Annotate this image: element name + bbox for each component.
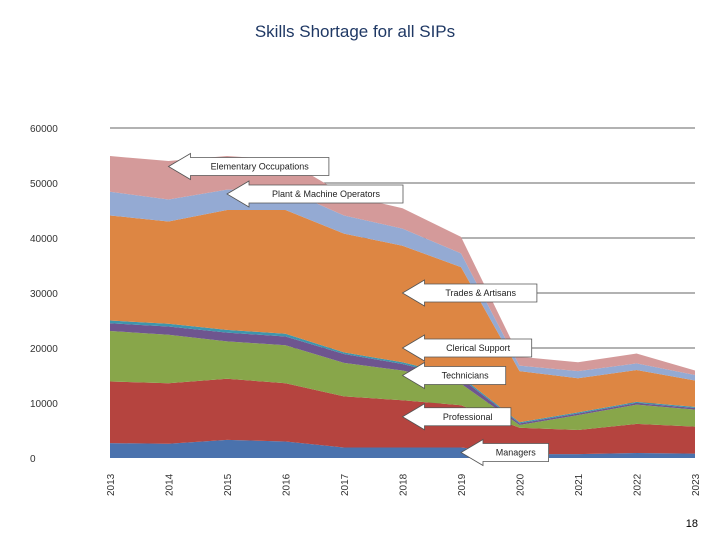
y-tick-label: 50000 xyxy=(30,179,58,190)
x-tick-label: 2020 xyxy=(516,473,527,496)
x-tick-label: 2017 xyxy=(340,473,351,496)
annotation-arrow xyxy=(167,152,330,181)
annotation-label: Trades & Artisans xyxy=(445,288,516,298)
y-tick-label: 20000 xyxy=(30,344,58,355)
x-tick-label: 2015 xyxy=(223,473,234,496)
annotation-arrow xyxy=(401,403,512,431)
page-number: 18 xyxy=(685,518,698,530)
slide-title: Skills Shortage for all SIPs xyxy=(254,22,456,41)
annotation-label: Technicians xyxy=(442,371,490,381)
annotation-label: Managers xyxy=(496,448,537,458)
annotation-label: Plant & Machine Operators xyxy=(272,189,381,199)
x-tick-label: 2022 xyxy=(633,473,644,496)
annotation-arrow xyxy=(226,180,404,208)
annotation-label: Clerical Support xyxy=(446,343,511,353)
y-tick-label: 0 xyxy=(30,454,36,465)
area-series-technicians xyxy=(110,330,695,430)
area-series-plant-machine-operators xyxy=(110,189,695,381)
x-tick-label: 2023 xyxy=(691,473,702,496)
x-tick-label: 2013 xyxy=(106,473,117,496)
annotation-arrow xyxy=(460,438,549,467)
area-series-clerical-support xyxy=(110,323,695,425)
x-tick-label: 2016 xyxy=(282,473,293,496)
x-tick-label: 2021 xyxy=(574,473,585,496)
area-series-trades-artisans xyxy=(110,209,695,423)
y-tick-label: 10000 xyxy=(30,399,58,410)
x-axis-tick-labels: 2013 2014 2015 2016 2017 2018 2019 2020 2021 2022… xyxy=(106,473,702,496)
annotation-label: Professional xyxy=(443,412,493,422)
area-series-managers xyxy=(110,439,695,458)
y-tick-label: 40000 xyxy=(30,234,58,245)
annotation-label: Elementary Occupations xyxy=(211,162,310,172)
annotation-arrow xyxy=(401,361,507,390)
annotation-arrow xyxy=(401,279,538,307)
x-tick-label: 2019 xyxy=(457,473,468,496)
annotation-arrow xyxy=(401,334,533,362)
x-tick-label: 2014 xyxy=(165,473,176,496)
y-tick-label: 60000 xyxy=(30,124,58,135)
series-annotations: Elementary Occupations Plant & Machine Op… xyxy=(167,152,549,467)
y-tick-label: 30000 xyxy=(30,289,58,300)
x-tick-label: 2018 xyxy=(399,473,410,496)
area-series-elementary-occupations xyxy=(110,156,695,375)
y-axis-tick-labels: 0 10000 20000 30000 40000 50000 60000 xyxy=(30,124,58,465)
